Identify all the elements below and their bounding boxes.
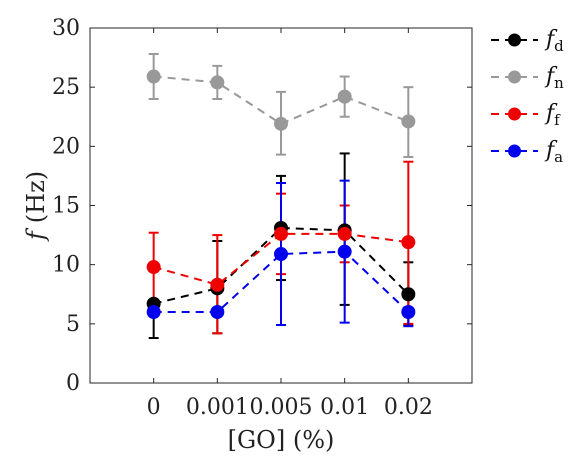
legend-f-marker (508, 107, 521, 121)
y-tick-label: 0 (66, 371, 80, 396)
x-tick-label: 0.02 (384, 395, 433, 420)
legend-f-label-subscript: f (554, 111, 561, 129)
legend-a-marker (508, 144, 521, 158)
series-a-point (210, 305, 225, 319)
series-n-point (210, 75, 225, 90)
series-n-point (337, 89, 352, 104)
series-n-point (274, 116, 288, 131)
legend-a-label-subscript: a (554, 148, 563, 166)
series-d-point (401, 287, 416, 302)
legend-d-label: fd (544, 27, 564, 55)
series-n-line (153, 75, 409, 125)
series-a-point (337, 244, 352, 259)
legend-n-label: fn (544, 64, 564, 92)
legend-d-marker (508, 33, 521, 47)
series-n-point (401, 114, 416, 129)
x-tick-label: 0.01 (320, 395, 369, 420)
legend-a-label: fa (544, 138, 563, 166)
legend-f-label: ff (544, 101, 561, 129)
legend-n-label-subscript: n (554, 74, 564, 92)
series-f-point (146, 260, 161, 275)
y-tick-label: 10 (52, 253, 80, 278)
series-a-point (401, 305, 416, 319)
x-tick-label: 0 (147, 395, 161, 420)
axes-layer: 0 5 10 15 20 25 30 0 0.001 0.005 0.01 0.02 [GO] (%) f… (22, 16, 473, 454)
series-f-point (401, 235, 416, 250)
series-f-point (337, 226, 352, 241)
y-axis-label-symbol: f (22, 227, 50, 242)
legend-d-label-subscript: d (554, 37, 564, 55)
x-tick-label: 0.001 (186, 395, 249, 420)
y-tick-label: 30 (52, 16, 80, 41)
series-a-point (274, 247, 288, 262)
series-d-line (153, 226, 410, 305)
series-f-point (274, 226, 288, 241)
y-axis-label-unit: (Hz) (22, 171, 50, 223)
y-tick-label: 20 (52, 134, 80, 159)
y-tick-label: 25 (52, 75, 80, 100)
x-tick-label: 0.005 (250, 395, 313, 420)
y-tick-label: 15 (52, 194, 80, 219)
series-a-point (146, 305, 161, 319)
y-axis-label: f (Hz) (22, 171, 50, 242)
y-tick-label: 5 (66, 312, 80, 337)
series-a-line (153, 250, 410, 313)
x-axis-label: [GO] (%) (228, 426, 335, 454)
series-n-point (146, 69, 161, 84)
legend-n-marker (508, 70, 521, 84)
series-f-point (210, 277, 225, 292)
points-layer (146, 69, 416, 319)
